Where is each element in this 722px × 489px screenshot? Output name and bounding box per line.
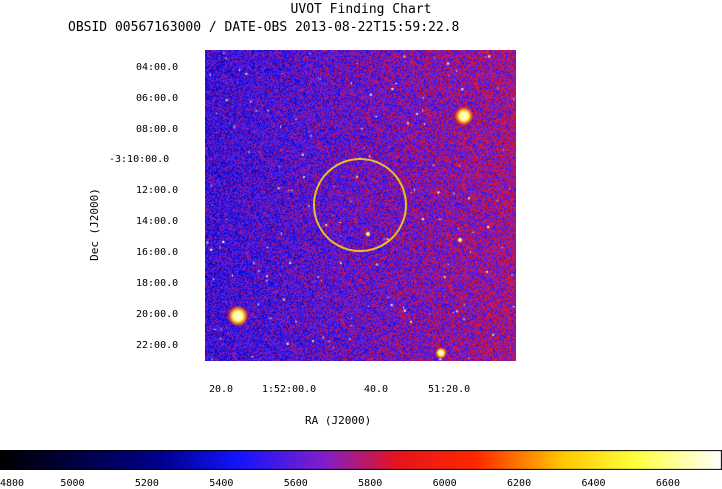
- colorbar-tick-label: 5800: [358, 478, 383, 489]
- x-axis-label: RA (J2000): [305, 414, 372, 427]
- y-tick-label: 18:00.0: [136, 278, 179, 289]
- colorbar-tick-label: 5600: [283, 478, 308, 489]
- observation-subtitle: OBSID 00567163000 / DATE-OBS 2013-08-22T…: [68, 20, 460, 35]
- y-axis-label: Dec (J2000): [87, 188, 101, 261]
- sky-image: [205, 50, 516, 361]
- y-tick-label: 14:00.0: [136, 216, 179, 227]
- y-tick-label: -3:10:00.0: [109, 154, 170, 165]
- x-tick-label: 1:52:00.0: [262, 384, 317, 395]
- colorbar-tick-label: 5400: [209, 478, 234, 489]
- chart-title: UVOT Finding Chart: [290, 2, 432, 17]
- colorbar-tick-label: 4800: [0, 478, 25, 489]
- colorbar-tick-label: 6600: [655, 478, 680, 489]
- x-tick-label: 51:20.0: [428, 384, 471, 395]
- source-region-circle: [313, 158, 407, 252]
- sky-image-panel[interactable]: [205, 50, 516, 361]
- y-tick-label: 12:00.0: [136, 185, 179, 196]
- colorbar-gradient: [0, 450, 722, 470]
- y-tick-label: 06:00.0: [136, 93, 179, 104]
- region-overlay: [313, 158, 407, 252]
- colorbar-tick-label: 5200: [134, 478, 159, 489]
- colorbar-tick-label: 6000: [432, 478, 457, 489]
- y-tick-label: 08:00.0: [136, 124, 179, 135]
- y-tick-label: 22:00.0: [136, 340, 179, 351]
- x-tick-label: 40.0: [364, 384, 389, 395]
- y-tick-label: 16:00.0: [136, 247, 179, 258]
- colorbar-tick-label: 5000: [60, 478, 85, 489]
- colorbar: [0, 450, 722, 470]
- colorbar-tick-label: 6400: [581, 478, 606, 489]
- y-tick-label: 04:00.0: [136, 62, 179, 73]
- colorbar-tick-label: 6200: [507, 478, 532, 489]
- x-tick-label: 20.0: [209, 384, 234, 395]
- y-tick-label: 20:00.0: [136, 309, 179, 320]
